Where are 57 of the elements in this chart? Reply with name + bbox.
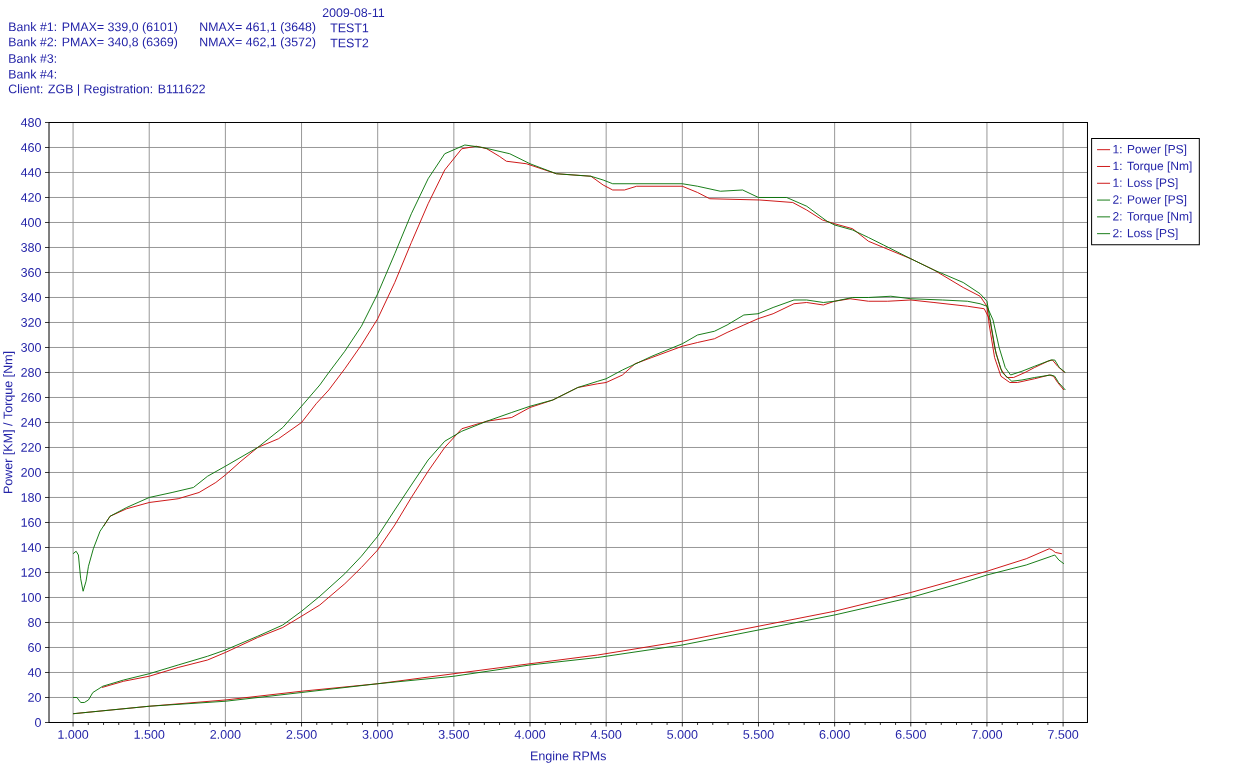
y-tick-label: 120 xyxy=(21,568,41,577)
legend-label: 1: Power [PS] xyxy=(1113,144,1187,156)
x-tick-label: 6.000 xyxy=(819,730,850,739)
text: TEST2 xyxy=(330,38,369,48)
x-tick-label: 4.500 xyxy=(590,730,622,739)
x-tick-label: 2.500 xyxy=(286,730,317,739)
y-tick-label: 40 xyxy=(27,668,41,677)
text: Bank #1: PMAX= 339,0 (6101) xyxy=(9,22,178,34)
text: Bank #3: xyxy=(9,53,57,63)
y-tick-label: 0 xyxy=(35,718,41,727)
y-tick-label: 200 xyxy=(21,468,41,477)
y-tick-label: 460 xyxy=(20,143,41,152)
text: TEST1 xyxy=(330,23,369,33)
y-tick-label: 80 xyxy=(28,618,41,627)
text: Bank #2: PMAX= 340,8 (6369) xyxy=(9,37,178,49)
x-tick-label: 5.000 xyxy=(667,730,698,739)
y-tick-label: 480 xyxy=(20,118,41,127)
text: Bank #4: xyxy=(9,69,57,79)
x-tick-label: 2.000 xyxy=(210,730,241,739)
text: NMAX= 461,1 (3648) xyxy=(200,22,316,34)
x-tick-label: 6.500 xyxy=(895,730,926,739)
y-tick-label: 280 xyxy=(21,368,41,377)
legend-label: 2: Loss [PS] xyxy=(1113,228,1178,240)
y-tick-label: 380 xyxy=(21,243,41,252)
x-tick-label: 7.000 xyxy=(971,730,1003,739)
y-tick-label: 440 xyxy=(20,168,41,177)
legend-label: 2: Torque [Nm] xyxy=(1113,211,1192,223)
x-tick-label: 1.500 xyxy=(134,730,165,739)
x-axis-title: Engine RPMs xyxy=(531,751,606,763)
text: Client: ZGB | Registration: B111622 xyxy=(8,84,205,96)
text: NMAX= 462,1 (3572) xyxy=(200,37,316,49)
x-tick-label: 5.500 xyxy=(743,730,774,739)
legend-label: 2: Power [PS] xyxy=(1113,194,1187,207)
y-axis-title: Power [KM] / Torque [Nm] xyxy=(3,351,15,494)
legend-label: 1: Loss [PS] xyxy=(1113,178,1178,190)
y-tick-label: 260 xyxy=(21,393,41,402)
y-tick-label: 340 xyxy=(21,293,41,302)
y-tick-label: 20 xyxy=(28,693,41,702)
y-tick-label: 420 xyxy=(20,193,41,202)
x-tick-label: 3.000 xyxy=(362,730,393,739)
y-tick-label: 60 xyxy=(28,643,41,652)
text: 2009-08-11 xyxy=(322,8,385,18)
legend-label: 1: Torque [Nm] xyxy=(1113,161,1192,173)
x-tick-label: 7.500 xyxy=(1048,730,1079,739)
y-tick-label: 240 xyxy=(21,418,41,427)
y-tick-label: 140 xyxy=(21,543,41,552)
x-tick-label: 3.500 xyxy=(438,730,469,739)
y-tick-label: 320 xyxy=(21,318,41,327)
y-tick-label: 360 xyxy=(21,268,41,277)
y-tick-label: 300 xyxy=(21,343,41,352)
x-tick-label: 1.000 xyxy=(58,730,89,739)
y-tick-label: 160 xyxy=(21,518,41,527)
y-tick-label: 400 xyxy=(20,218,41,227)
y-tick-label: 220 xyxy=(21,443,41,452)
y-tick-label: 100 xyxy=(21,593,41,602)
x-tick-label: 4.000 xyxy=(514,730,546,739)
y-tick-label: 180 xyxy=(21,493,41,502)
